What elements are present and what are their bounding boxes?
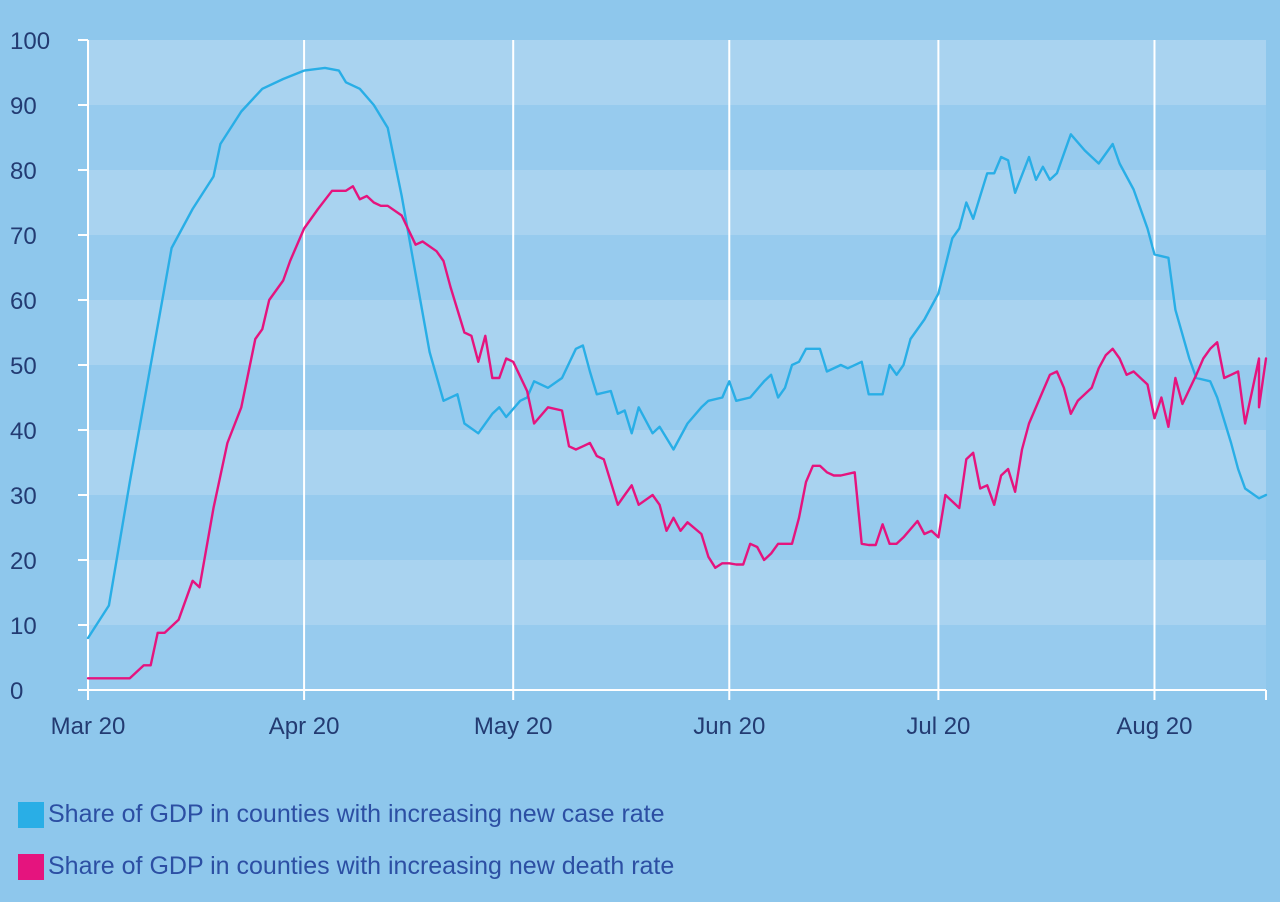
series-line-death-rate [86, 185, 1268, 680]
y-tick-label: 0 [10, 678, 23, 705]
background-bands [88, 40, 1266, 690]
y-tick-label: 100 [10, 28, 50, 55]
legend-item-death-rate: Share of GDP in counties with increasing… [18, 852, 674, 881]
grid-band [88, 300, 1266, 365]
legend-label-death-rate: Share of GDP in counties with increasing… [48, 852, 675, 880]
y-tick-label: 80 [10, 158, 37, 185]
axes [78, 39, 1267, 700]
x-tick-label: Jul 20 [906, 713, 970, 740]
series-lines [86, 66, 1268, 680]
x-tick-label: May 20 [474, 713, 553, 740]
grid-band [88, 365, 1266, 430]
y-tick-label: 90 [10, 93, 37, 120]
y-tick-label: 70 [10, 223, 37, 250]
grid-band [88, 235, 1266, 300]
grid-band [88, 430, 1266, 495]
series-line-case-rate [86, 66, 1268, 640]
x-tick-label: Apr 20 [269, 713, 340, 740]
grid-band [88, 170, 1266, 235]
grid-band [88, 40, 1266, 105]
y-tick-label: 20 [10, 548, 37, 575]
y-tick-label: 40 [10, 418, 37, 445]
grid-band [88, 495, 1266, 560]
grid-band [88, 560, 1266, 625]
y-tick-label: 30 [10, 483, 37, 510]
legend-swatch-case-rate [18, 801, 44, 828]
legend-swatch-death-rate [18, 853, 44, 880]
y-tick-label: 50 [10, 353, 37, 380]
vertical-gridlines [303, 40, 1156, 690]
legend-item-case-rate: Share of GDP in counties with increasing… [18, 800, 665, 829]
x-tick-labels: Mar 20 Apr 20 May 20 Jun 20 Jul 20 Aug 20 [51, 713, 1193, 740]
y-tick-label: 60 [10, 288, 37, 315]
grid-band [88, 625, 1266, 690]
y-tick-labels: 0 10 20 30 40 50 60 70 80 90 100 [10, 28, 50, 705]
x-tick-label: Jun 20 [693, 713, 765, 740]
x-tick-label: Mar 20 [51, 713, 126, 740]
x-tick-label: Aug 20 [1116, 713, 1192, 740]
y-tick-label: 10 [10, 613, 37, 640]
legend-label-case-rate: Share of GDP in counties with increasing… [48, 800, 665, 828]
grid-band [88, 105, 1266, 170]
